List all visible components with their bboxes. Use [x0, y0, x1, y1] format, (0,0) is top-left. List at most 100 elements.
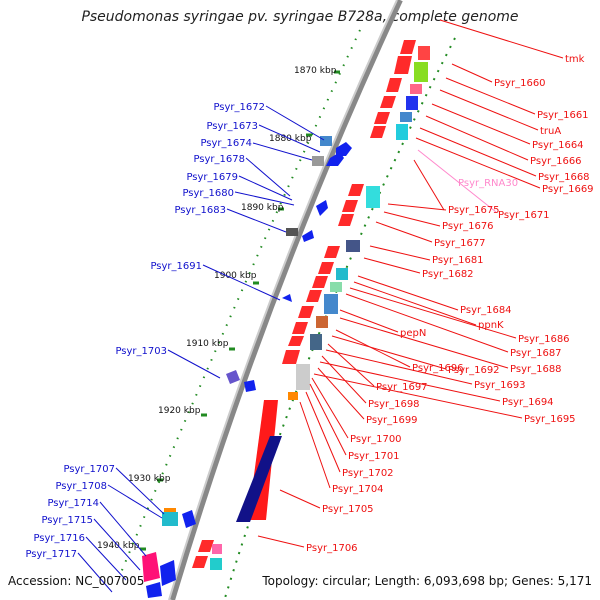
- gene-feature[interactable]: [296, 364, 310, 390]
- gene-label[interactable]: Psyr_1668: [538, 172, 590, 183]
- gene-feature[interactable]: [400, 112, 412, 122]
- gene-feature[interactable]: [348, 184, 364, 196]
- gene-feature[interactable]: [312, 156, 324, 166]
- gene-feature[interactable]: [346, 240, 360, 252]
- gene-label[interactable]: Psyr_1672: [213, 102, 265, 113]
- gene-feature[interactable]: [318, 262, 334, 274]
- gene-label[interactable]: Psyr_1716: [33, 533, 85, 544]
- gene-label[interactable]: tmk: [565, 54, 585, 65]
- gene-label[interactable]: Psyr_1677: [434, 238, 486, 249]
- gene-feature[interactable]: [342, 200, 358, 212]
- gene-label[interactable]: Psyr_1700: [350, 434, 402, 445]
- gene-feature[interactable]: [236, 436, 282, 522]
- gene-label[interactable]: Psyr_1697: [376, 382, 428, 393]
- gene-feature[interactable]: [366, 186, 380, 208]
- gene-feature[interactable]: [288, 336, 304, 346]
- gene-feature[interactable]: [282, 294, 292, 302]
- gene-feature[interactable]: [414, 62, 428, 82]
- gene-feature[interactable]: [386, 78, 402, 92]
- gene-label[interactable]: Psyr_1715: [41, 515, 93, 526]
- gene-feature[interactable]: [324, 246, 340, 258]
- gene-label[interactable]: truA: [540, 126, 561, 137]
- right-gene-labels[interactable]: tmk Psyr_1660 Psyr_1661 truA Psyr_1664 P…: [306, 54, 594, 554]
- gene-label[interactable]: Psyr_1671: [498, 210, 550, 221]
- gene-feature[interactable]: [410, 84, 422, 94]
- gene-label[interactable]: Psyr_1704: [332, 484, 384, 495]
- gene-label[interactable]: Psyr_1705: [322, 504, 374, 515]
- gene-label[interactable]: Psyr_1708: [55, 481, 107, 492]
- gene-label[interactable]: Psyr_1675: [448, 205, 500, 216]
- gene-label[interactable]: Psyr_1681: [432, 255, 484, 266]
- gene-label[interactable]: Psyr_1661: [537, 110, 589, 121]
- gene-feature[interactable]: [288, 392, 298, 400]
- gene-feature[interactable]: [394, 56, 412, 74]
- gene-label[interactable]: Psyr_1695: [524, 414, 576, 425]
- gene-feature[interactable]: [142, 552, 160, 582]
- gene-feature[interactable]: [282, 350, 300, 364]
- gene-feature[interactable]: [326, 152, 344, 166]
- reverse-strand-features[interactable]: [142, 136, 360, 598]
- gene-label[interactable]: Psyr_1707: [63, 464, 115, 475]
- gene-feature[interactable]: [298, 306, 314, 318]
- gene-feature[interactable]: [336, 268, 348, 280]
- gene-label[interactable]: Psyr_1673: [206, 121, 258, 132]
- gene-label[interactable]: Psyr_1686: [518, 334, 570, 345]
- gene-label[interactable]: Psyr_1702: [342, 468, 394, 479]
- gene-label[interactable]: Psyr_RNA30: [458, 178, 518, 189]
- gene-feature[interactable]: [292, 322, 308, 334]
- gene-feature[interactable]: [146, 582, 162, 598]
- gene-feature[interactable]: [244, 380, 256, 392]
- gene-feature[interactable]: [198, 540, 214, 552]
- gene-label[interactable]: Psyr_1664: [532, 140, 584, 151]
- gene-label[interactable]: Psyr_1678: [193, 154, 245, 165]
- gene-feature[interactable]: [162, 512, 178, 526]
- gene-feature[interactable]: [302, 230, 314, 242]
- gene-feature[interactable]: [226, 370, 240, 384]
- gene-label[interactable]: Psyr_1692: [448, 365, 500, 376]
- gene-feature[interactable]: [324, 294, 338, 314]
- gene-feature[interactable]: [316, 316, 328, 328]
- gene-label[interactable]: Psyr_1698: [368, 399, 420, 410]
- gene-label[interactable]: Psyr_1676: [442, 221, 494, 232]
- gene-feature[interactable]: [312, 276, 328, 288]
- gene-label[interactable]: Psyr_1701: [348, 451, 400, 462]
- gene-feature[interactable]: [396, 124, 408, 140]
- gene-label[interactable]: Psyr_1680: [182, 188, 234, 199]
- gene-label[interactable]: Psyr_1699: [366, 415, 418, 426]
- gene-label[interactable]: Psyr_1674: [200, 138, 252, 149]
- gene-feature[interactable]: [182, 510, 196, 528]
- gene-label[interactable]: Psyr_1684: [460, 305, 512, 316]
- gene-feature[interactable]: [374, 112, 390, 124]
- gene-label[interactable]: Psyr_1683: [174, 205, 226, 216]
- gene-label[interactable]: Psyr_1687: [510, 348, 562, 359]
- gene-feature[interactable]: [320, 136, 332, 146]
- gene-feature[interactable]: [306, 290, 322, 302]
- gene-feature[interactable]: [370, 126, 386, 138]
- gene-feature[interactable]: [380, 96, 396, 108]
- gene-feature[interactable]: [316, 200, 328, 216]
- gene-label[interactable]: Psyr_1714: [47, 498, 99, 509]
- gene-label[interactable]: Psyr_1688: [510, 364, 562, 375]
- gene-label[interactable]: Psyr_1703: [115, 346, 167, 357]
- gene-feature[interactable]: [212, 544, 222, 554]
- gene-label[interactable]: Psyr_1694: [502, 397, 554, 408]
- gene-label[interactable]: Psyr_1693: [474, 380, 526, 391]
- gene-label[interactable]: Psyr_1666: [530, 156, 582, 167]
- gene-feature[interactable]: [160, 560, 176, 586]
- gene-feature[interactable]: [338, 214, 354, 226]
- gene-label[interactable]: pepN: [400, 328, 426, 339]
- gene-label[interactable]: Psyr_1696: [412, 363, 464, 374]
- gene-feature[interactable]: [400, 40, 416, 54]
- gene-feature[interactable]: [286, 228, 298, 236]
- left-gene-labels[interactable]: Psyr_1672 Psyr_1673 Psyr_1674 Psyr_1678 …: [25, 102, 265, 560]
- gene-label[interactable]: Psyr_1679: [186, 172, 238, 183]
- gene-feature[interactable]: [210, 558, 222, 570]
- gene-feature[interactable]: [192, 556, 208, 568]
- gene-feature[interactable]: [418, 46, 430, 60]
- gene-label[interactable]: Psyr_1717: [25, 549, 77, 560]
- gene-label[interactable]: ppnK: [478, 320, 504, 331]
- gene-label[interactable]: Psyr_1706: [306, 543, 358, 554]
- gene-label[interactable]: Psyr_1682: [422, 269, 474, 280]
- gene-feature[interactable]: [310, 334, 322, 350]
